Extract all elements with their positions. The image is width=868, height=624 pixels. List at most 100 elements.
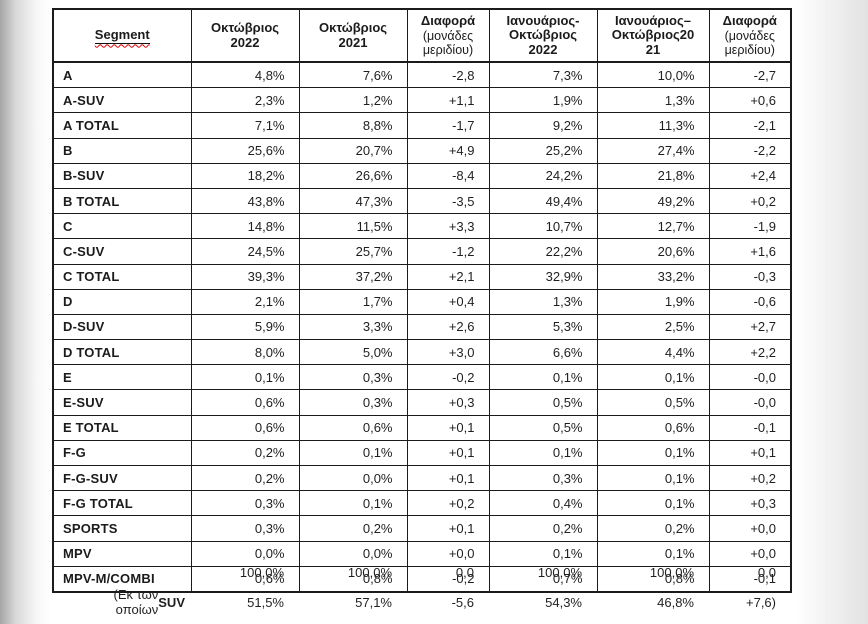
value-cell: -2,2: [708, 137, 792, 164]
value-cell: 7,1%: [190, 112, 300, 139]
value-cell: 0,0%: [190, 540, 300, 567]
value-cell: 0,1%: [596, 439, 710, 467]
segment-label: E TOTAL: [52, 414, 192, 441]
column-header-label: Οκτώβριος 2022: [210, 20, 280, 50]
value-cell: 7,6%: [298, 61, 408, 89]
value-cell: 10,7%: [488, 213, 598, 240]
segment-label: B TOTAL: [52, 187, 192, 215]
value-cell: 0,1%: [488, 364, 598, 391]
value-cell: 9,2%: [488, 112, 598, 139]
table-row: F-G TOTAL 0,3% 0,1% +0,2 0,4% 0,1% +0,3: [52, 490, 792, 517]
segment-label: D-SUV: [52, 313, 192, 341]
value-cell: 0,3%: [298, 364, 408, 391]
totals-row-spacer: [52, 562, 190, 582]
value-cell: 32,9%: [488, 263, 598, 290]
value-cell: 0,6%: [190, 414, 300, 441]
value-cell: 43,8%: [190, 187, 300, 215]
value-cell: 7,3%: [488, 61, 598, 89]
suv-share-cell: 51,5%: [247, 594, 284, 610]
suv-share-label-text: (Εκ των οποίων: [113, 587, 159, 617]
column-header-label: Διαφορά: [722, 13, 777, 29]
value-cell: -2,8: [406, 61, 490, 89]
value-cell: 0,5%: [596, 389, 710, 416]
value-cell: +0,1: [406, 515, 490, 542]
value-cell: 0,3%: [488, 464, 598, 492]
value-cell: 20,6%: [596, 238, 710, 265]
value-cell: 4,4%: [596, 339, 710, 366]
value-cell: 1,9%: [488, 87, 598, 114]
value-cell: -0,0: [708, 389, 792, 416]
value-cell: 0,3%: [190, 490, 300, 517]
value-cell: 47,3%: [298, 187, 408, 215]
totals-cell: 100,0%: [347, 564, 392, 580]
value-cell: 1,3%: [596, 87, 710, 114]
value-cell: +2,6: [406, 313, 490, 341]
value-cell: 0,7%: [488, 565, 598, 593]
segment-label: F-G-SUV: [52, 464, 192, 492]
suv-share-label: (Εκ των οποίων SUV: [52, 582, 190, 622]
table-row: A 4,8% 7,6% -2,8 7,3% 10,0% -2,7: [52, 61, 792, 89]
table-row: F-G 0,2% 0,1% +0,1 0,1% 0,1% +0,1: [52, 439, 792, 467]
segment-label: F-G TOTAL: [52, 490, 192, 517]
value-cell: +0,2: [708, 464, 792, 492]
value-cell: 11,3%: [596, 112, 710, 139]
value-cell: +0,3: [708, 490, 792, 517]
value-cell: +0,0: [708, 540, 792, 567]
value-cell: 0,6%: [190, 565, 300, 593]
value-cell: 3,3%: [298, 313, 408, 341]
table-row: E-SUV 0,6% 0,3% +0,3 0,5% 0,5% -0,0: [52, 389, 792, 416]
value-cell: -0,0: [708, 364, 792, 391]
suv-share-cell: -5,6: [451, 594, 474, 610]
table-row: A TOTAL 7,1% 8,8% -1,7 9,2% 11,3% -2,1: [52, 112, 792, 139]
value-cell: +1,6: [708, 238, 792, 265]
column-header-diff-oct: Διαφορά (μονάδες μεριδίου): [406, 8, 490, 63]
value-cell: 37,2%: [298, 263, 408, 290]
column-header-label-spellchecked: Segment: [94, 27, 150, 45]
value-cell: 6,6%: [488, 339, 598, 366]
table-row: B 25,6% 20,7% +4,9 25,2% 27,4% -2,2: [52, 137, 792, 164]
table-row: C 14,8% 11,5% +3,3 10,7% 12,7% -1,9: [52, 213, 792, 240]
value-cell: 2,1%: [190, 288, 300, 315]
table-row: SPORTS 0,3% 0,2% +0,1 0,2% 0,2% +0,0: [52, 515, 792, 542]
value-cell: +2,4: [708, 162, 792, 189]
value-cell: +0,6: [708, 87, 792, 114]
value-cell: 0,1%: [488, 439, 598, 467]
value-cell: 10,0%: [596, 61, 710, 89]
value-cell: 27,4%: [596, 137, 710, 164]
value-cell: +0,1: [708, 439, 792, 467]
table-row: B-SUV 18,2% 26,6% -8,4 24,2% 21,8% +2,4: [52, 162, 792, 189]
value-cell: 20,7%: [298, 137, 408, 164]
value-cell: 14,8%: [190, 213, 300, 240]
value-cell: +3,3: [406, 213, 490, 240]
value-cell: +0,0: [406, 540, 490, 567]
value-cell: 0,1%: [190, 364, 300, 391]
value-cell: 0,8%: [596, 565, 710, 593]
value-cell: 0,6%: [190, 389, 300, 416]
segment-label: B: [52, 137, 192, 164]
value-cell: 12,7%: [596, 213, 710, 240]
value-cell: 0,3%: [298, 389, 408, 416]
segment-label: C: [52, 213, 192, 240]
table-row: MPV-M/COMBI 0,6% 0,8% -0,2 0,7% 0,8% -0,1: [52, 565, 792, 593]
segment-share-table: Segment Οκτώβριος 2022 Οκτώβριος 2021 Διαφο…: [52, 8, 792, 593]
totals-cell: 100,0%: [537, 564, 582, 580]
table-row: D 2,1% 1,7% +0,4 1,3% 1,9% -0,6: [52, 288, 792, 315]
value-cell: -2,1: [708, 112, 792, 139]
value-cell: +0,3: [406, 389, 490, 416]
value-cell: 24,5%: [190, 238, 300, 265]
value-cell: -3,5: [406, 187, 490, 215]
value-cell: 22,2%: [488, 238, 598, 265]
page-edge-shadow-left: [0, 0, 52, 624]
totals-cell: 0,0: [757, 564, 776, 580]
column-header-label: Οκτώβριος 2021: [318, 20, 388, 50]
value-cell: 0,1%: [596, 364, 710, 391]
value-cell: -8,4: [406, 162, 490, 189]
column-header-oct-2022: Οκτώβριος 2022: [190, 8, 300, 63]
segment-label: C-SUV: [52, 238, 192, 265]
value-cell: +0,1: [406, 439, 490, 467]
value-cell: 1,3%: [488, 288, 598, 315]
segment-label: D TOTAL: [52, 339, 192, 366]
value-cell: +0,1: [406, 414, 490, 441]
suv-share-cell: 46,8%: [657, 594, 694, 610]
value-cell: +1,1: [406, 87, 490, 114]
